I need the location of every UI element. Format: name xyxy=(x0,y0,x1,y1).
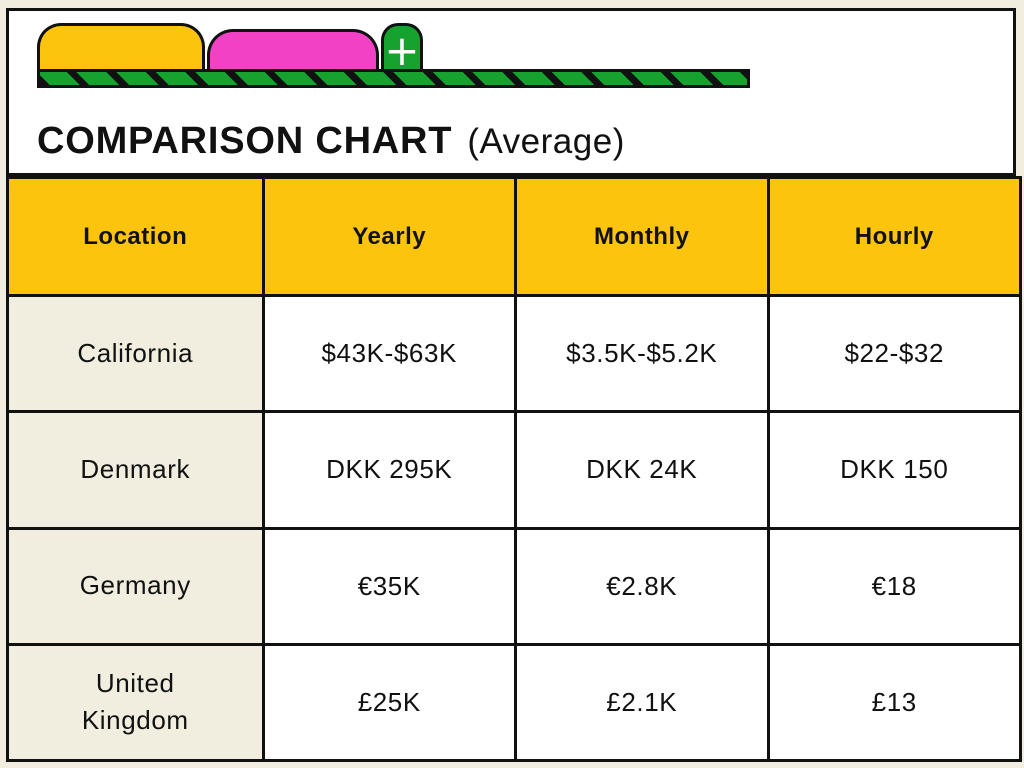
cell-germany-hourly: €18 xyxy=(766,526,1019,643)
decorative-tab-green: + xyxy=(381,23,423,73)
cell-germany-monthly: €2.8K xyxy=(514,526,767,643)
cell-denmark-location: Denmark xyxy=(9,410,262,527)
cell-united-kingdom-hourly: £13 xyxy=(766,642,1019,759)
page-subtitle: (Average) xyxy=(467,122,625,161)
title-row: COMPARISON CHART (Average) xyxy=(37,120,625,163)
header-card: + COMPARISON CHART (Average) xyxy=(6,8,1016,176)
cell-denmark-monthly: DKK 24K xyxy=(514,410,767,527)
decorative-tab-yellow xyxy=(37,23,205,73)
cell-california-location: California xyxy=(9,294,262,411)
cell-california-hourly: $22-$32 xyxy=(766,294,1019,411)
cell-denmark-yearly: DKK 295K xyxy=(261,410,514,527)
cell-denmark-hourly: DKK 150 xyxy=(766,410,1019,527)
decorative-tab-pink xyxy=(207,29,379,73)
plus-icon: + xyxy=(384,25,420,75)
column-header-yearly: Yearly xyxy=(261,179,514,294)
column-header-monthly: Monthly xyxy=(514,179,767,294)
column-header-hourly: Hourly xyxy=(766,179,1019,294)
hatched-bar-decoration xyxy=(37,69,750,88)
cell-united-kingdom-yearly: £25K xyxy=(261,642,514,759)
cell-germany-location: Germany xyxy=(9,526,262,643)
comparison-table: Location Yearly Monthly Hourly Californi… xyxy=(6,176,1022,762)
page-title: COMPARISON CHART xyxy=(37,120,453,162)
cell-united-kingdom-monthly: £2.1K xyxy=(514,642,767,759)
cell-united-kingdom-location: United Kingdom xyxy=(9,642,262,759)
cell-california-monthly: $3.5K-$5.2K xyxy=(514,294,767,411)
cell-germany-yearly: €35K xyxy=(261,526,514,643)
column-header-location: Location xyxy=(9,179,262,294)
cell-california-yearly: $43K-$63K xyxy=(261,294,514,411)
